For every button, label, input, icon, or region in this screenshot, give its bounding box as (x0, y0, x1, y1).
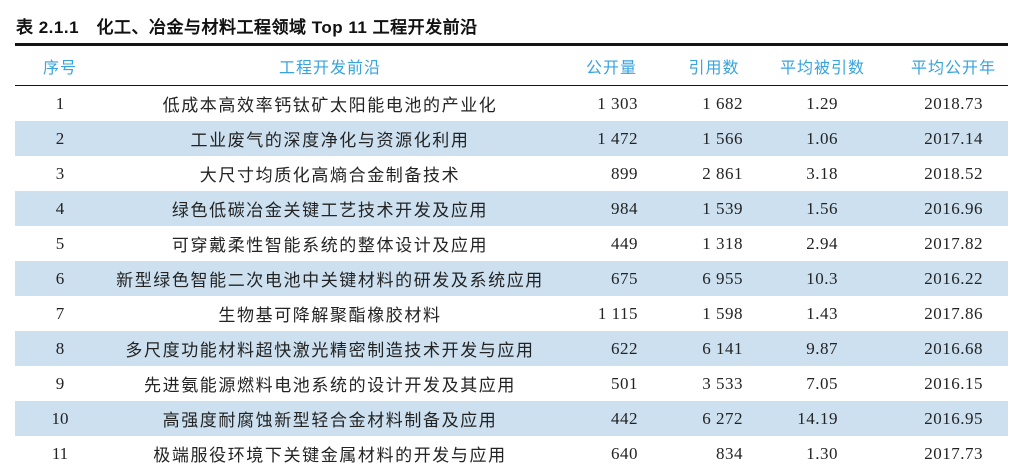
fronts-table: 序号 工程开发前沿 公开量 引用数 平均被引数 平均公开年 1 低成本高效率钙钛矿… (15, 43, 1008, 470)
avg-cite-cell: 3.18 (806, 163, 838, 183)
no-cell: 2 (55, 128, 65, 148)
front-cell: 新型绿色智能二次电池中关键材料的研发及系统应用 (116, 271, 544, 290)
cite-cell: 1 566 (702, 128, 743, 148)
front-cell: 多尺度功能材料超快激光精密制造技术开发与应用 (125, 341, 535, 360)
cite-cell: 6 272 (702, 408, 743, 428)
avg-cite-cell: 9.87 (806, 338, 838, 358)
avg-year-cell: 2016.96 (924, 198, 983, 218)
front-cell: 生物基可降解聚酯橡胶材料 (218, 306, 442, 325)
column-header-avg-citations: 平均被引数 (760, 44, 864, 86)
pub-cell: 449 (611, 233, 638, 253)
cite-cell: 1 539 (702, 198, 743, 218)
cite-cell: 3 533 (702, 373, 743, 393)
avg-cite-cell: 10.3 (806, 268, 838, 288)
pub-cell: 1 115 (597, 303, 638, 323)
cite-cell: 6 955 (702, 268, 743, 288)
avg-cite-cell: 1.29 (806, 93, 838, 113)
avg-year-cell: 2016.22 (924, 268, 983, 288)
pub-cell: 984 (611, 198, 638, 218)
no-cell: 9 (55, 373, 65, 393)
avg-year-cell: 2017.73 (924, 443, 983, 463)
front-cell: 可穿戴柔性智能系统的整体设计及应用 (171, 236, 489, 255)
pub-cell: 675 (611, 268, 638, 288)
table-row: 2 工业废气的深度净化与资源化利用 1 472 1 566 1.06 2017.14 (15, 121, 1008, 156)
avg-cite-cell: 1.30 (806, 443, 838, 463)
no-cell: 10 (51, 408, 69, 428)
front-cell: 工业废气的深度净化与资源化利用 (190, 131, 470, 150)
table-header-row: 序号 工程开发前沿 公开量 引用数 平均被引数 平均公开年 (15, 44, 1008, 86)
no-cell: 1 (55, 93, 65, 113)
table-body: 1 低成本高效率钙钛矿太阳能电池的产业化 1 303 1 682 1.29 2018.73… (15, 86, 1008, 470)
cite-cell: 1 318 (702, 233, 743, 253)
pub-cell: 622 (611, 338, 638, 358)
cite-cell: 1 682 (702, 93, 743, 113)
no-cell: 3 (55, 163, 65, 183)
avg-year-cell: 2017.86 (924, 303, 983, 323)
no-cell: 11 (51, 443, 69, 463)
column-header-front: 工程开发前沿 (105, 44, 555, 86)
column-header-avg-year: 平均公开年 (860, 44, 1008, 86)
no-cell: 7 (55, 303, 65, 323)
front-cell: 低成本高效率钙钛矿太阳能电池的产业化 (162, 96, 498, 115)
avg-year-cell: 2018.73 (924, 93, 983, 113)
cite-cell: 6 141 (702, 338, 743, 358)
table-row: 3 大尺寸均质化高熵合金制备技术 899 2 861 3.18 2018.52 (15, 156, 1008, 191)
table-row: 9 先进氨能源燃料电池系统的设计开发及其应用 501 3 533 7.05 2016.15 (15, 366, 1008, 401)
avg-cite-cell: 7.05 (806, 373, 838, 393)
avg-year-cell: 2016.68 (924, 338, 983, 358)
pub-cell: 1 472 (597, 128, 638, 148)
table-row: 6 新型绿色智能二次电池中关键材料的研发及系统应用 675 6 955 10.3 2016… (15, 261, 1008, 296)
avg-cite-cell: 1.43 (806, 303, 838, 323)
table-row: 8 多尺度功能材料超快激光精密制造技术开发与应用 622 6 141 9.87 2016.… (15, 331, 1008, 366)
no-cell: 8 (55, 338, 65, 358)
pub-cell: 640 (611, 443, 638, 463)
pub-cell: 1 303 (597, 93, 638, 113)
front-cell: 高强度耐腐蚀新型轻合金材料制备及应用 (162, 411, 498, 430)
avg-cite-cell: 14.19 (797, 408, 838, 428)
table-row: 7 生物基可降解聚酯橡胶材料 1 115 1 598 1.43 2017.86 (15, 296, 1008, 331)
pub-cell: 899 (611, 163, 638, 183)
table-row: 4 绿色低碳冶金关键工艺技术开发及应用 984 1 539 1.56 2016.96 (15, 191, 1008, 226)
pub-cell: 442 (611, 408, 638, 428)
table-row: 1 低成本高效率钙钛矿太阳能电池的产业化 1 303 1 682 1.29 2018.73 (15, 86, 1008, 122)
cite-cell: 1 598 (702, 303, 743, 323)
pub-cell: 501 (611, 373, 638, 393)
avg-cite-cell: 1.56 (806, 198, 838, 218)
column-header-citations: 引用数 (655, 44, 760, 86)
table-row: 11 极端服役环境下关键金属材料的开发与应用 640 834 1.30 2017.73 (15, 436, 1008, 470)
no-cell: 6 (55, 268, 65, 288)
no-cell: 4 (55, 198, 65, 218)
avg-year-cell: 2016.15 (924, 373, 983, 393)
avg-year-cell: 2017.82 (924, 233, 983, 253)
column-header-no: 序号 (15, 44, 105, 86)
cite-cell: 834 (716, 443, 743, 463)
front-cell: 大尺寸均质化高熵合金制备技术 (199, 166, 461, 185)
front-cell: 绿色低碳冶金关键工艺技术开发及应用 (171, 201, 489, 220)
cite-cell: 2 861 (702, 163, 743, 183)
avg-year-cell: 2018.52 (924, 163, 983, 183)
avg-cite-cell: 2.94 (806, 233, 838, 253)
avg-cite-cell: 1.06 (806, 128, 838, 148)
front-cell: 极端服役环境下关键金属材料的开发与应用 (153, 446, 507, 465)
column-header-publications: 公开量 (555, 44, 655, 86)
avg-year-cell: 2016.95 (924, 408, 983, 428)
table-title: 表 2.1.1 化工、冶金与材料工程领域 Top 11 工程开发前沿 (16, 18, 478, 37)
front-cell: 先进氨能源燃料电池系统的设计开发及其应用 (144, 376, 516, 395)
no-cell: 5 (55, 233, 65, 253)
table-row: 10 高强度耐腐蚀新型轻合金材料制备及应用 442 6 272 14.19 2016.95 (15, 401, 1008, 436)
table-row: 5 可穿戴柔性智能系统的整体设计及应用 449 1 318 2.94 2017.82 (15, 226, 1008, 261)
avg-year-cell: 2017.14 (924, 128, 983, 148)
